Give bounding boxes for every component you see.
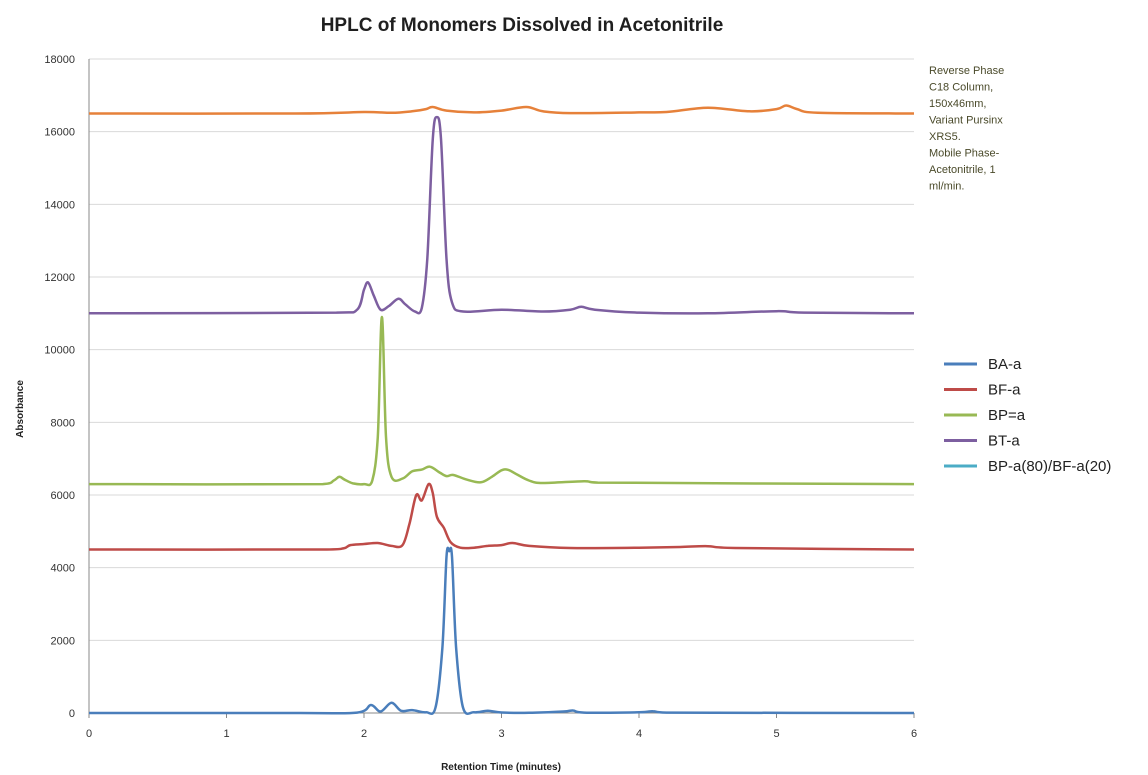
legend-label: BF-a (988, 382, 1021, 399)
gridlines (89, 58, 914, 641)
y-tick-label: 16000 (44, 127, 75, 139)
chart-title: HPLC of Monomers Dissolved in Acetonitri… (321, 15, 724, 36)
annotation-line: ml/min. (929, 181, 964, 193)
legend-label: BA-a (988, 356, 1022, 373)
y-tick-label: 18000 (44, 54, 75, 66)
y-tick-label: 14000 (44, 199, 75, 211)
legend-label: BT-a (988, 433, 1020, 450)
annotation-line: 150x46mm, (929, 98, 986, 110)
y-tick-label: 10000 (44, 345, 75, 357)
annotation-line: Reverse Phase (929, 65, 1004, 77)
x-tick-label: 2 (361, 728, 367, 740)
series-line-bf-a (88, 482, 915, 551)
x-tick-label: 3 (498, 728, 504, 740)
y-tick-label: 12000 (44, 272, 75, 284)
annotation-line: Mobile Phase- (929, 148, 1000, 160)
x-axis-ticks: 0 1 2 3 4 5 6 (86, 713, 917, 740)
y-tick-label: 0 (69, 708, 75, 720)
series-line-bt-a (88, 115, 915, 315)
x-tick-label: 0 (86, 728, 92, 740)
legend-label: BP-a(80)/BF-a(20) (988, 458, 1111, 475)
series-lines (88, 104, 915, 716)
y-axis-label: Absorbance (15, 380, 26, 438)
annotation-line: Variant Pursinx (929, 115, 1003, 127)
series-line-bp-a-80-bf-a-20 (88, 104, 915, 115)
y-tick-label: 4000 (51, 563, 75, 575)
y-axis-ticks: 0 2000 4000 6000 8000 10000 12000 14000 16000 180… (44, 54, 75, 720)
series-line-bp-a (88, 315, 915, 487)
annotation-line: Acetonitrile, 1 (929, 164, 996, 176)
axes (88, 59, 914, 714)
y-tick-label: 2000 (51, 635, 75, 647)
x-tick-label: 4 (636, 728, 642, 740)
legend-label: BP=a (988, 407, 1026, 424)
legend: BA-a BF-a BP=a BT-a BP-a(80)/BF-a(20) (944, 356, 1111, 475)
y-tick-label: 6000 (51, 490, 75, 502)
x-axis-label: Retention Time (minutes) (441, 762, 561, 773)
x-tick-label: 1 (223, 728, 229, 740)
y-tick-label: 8000 (51, 417, 75, 429)
x-tick-label: 6 (911, 728, 917, 740)
method-annotation: Reverse Phase C18 Column, 150x46mm, Variant… (929, 65, 1004, 193)
x-tick-label: 5 (773, 728, 779, 740)
annotation-line: XRS5. (929, 131, 961, 143)
annotation-line: C18 Column, (929, 82, 993, 94)
series-line-ba-a (88, 546, 915, 716)
